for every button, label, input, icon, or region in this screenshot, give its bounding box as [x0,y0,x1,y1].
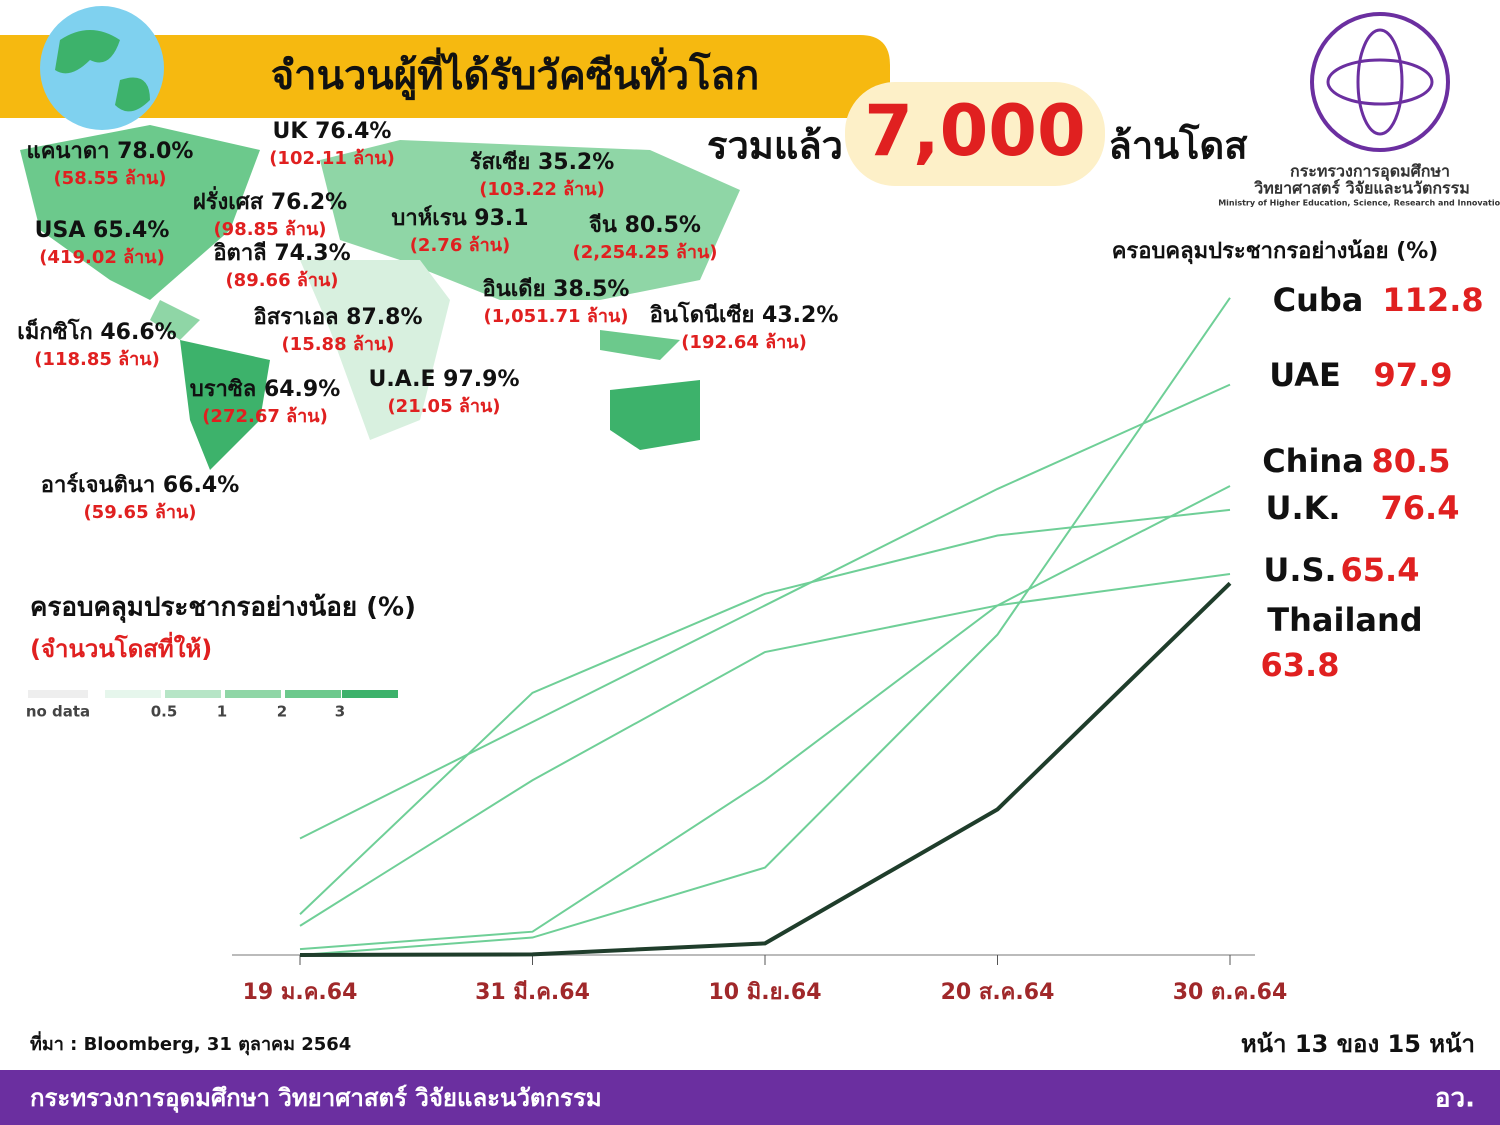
series-name: Cuba [1273,281,1364,319]
series-line [299,581,1232,957]
title-bar [0,35,890,118]
series-line [299,508,1231,915]
map-dose: (2,254.25 ล้าน) [573,242,718,263]
logo-text: Ministry of Higher Education, Science, R… [1218,199,1500,208]
map-dose: (2.76 ล้าน) [410,235,511,256]
chart-title: ครอบคลุมประชากรอย่างน้อย (%) [1112,239,1439,265]
source: ที่มา : Bloomberg, 31 ตุลาคม 2564 [30,1031,351,1056]
map-dose: (1,051.71 ล้าน) [484,306,629,327]
legend-label: 3 [335,703,345,721]
series-value: 65.4 [1341,551,1420,589]
total-suffix: ล้านโดส [1109,123,1249,168]
map-dose: (192.64 ล้าน) [681,332,807,353]
logo [1310,12,1450,152]
legend-label: no data [26,703,90,721]
map-dose: (59.65 ล้าน) [83,502,196,523]
globe-land [55,30,150,112]
footer-bar [0,1070,1500,1125]
title: จำนวนผู้ที่ได้รับวัคซีนทั่วโลก [271,47,760,100]
legend-subtitle: (จำนวนโดสที่ให้) [30,631,212,663]
legend-swatch [342,690,398,698]
map-dose: (21.05 ล้าน) [387,396,500,417]
map-label: UK 76.4% [273,119,392,144]
map-dose: (58.55 ล้าน) [53,168,166,189]
legend-label: 0.5 [151,703,178,721]
series-line [299,485,1231,951]
map-label: อาร์เจนตินา 66.4% [41,472,240,498]
map-dose: (15.88 ล้าน) [281,334,394,355]
x-tick-label: 30 ต.ค.64 [1173,980,1288,1005]
map-label: บาห์เรน 93.1 [391,205,528,231]
x-tick-label: 10 มิ.ย.64 [709,980,822,1005]
map-label: เม็กซิโก 46.6% [17,317,176,345]
legend-swatch [165,690,221,698]
map-label: ฝรั่งเศส 76.2% [193,185,347,215]
footer-abbr: อว. [1435,1084,1475,1114]
legend-label: 2 [277,703,287,721]
map-dose: (102.11 ล้าน) [269,148,395,169]
logo-text: กระทรวงการอุดมศึกษา [1290,162,1450,182]
indonesia [600,330,680,360]
series-name: China [1262,442,1364,480]
chart: 19 ม.ค.64 31 มี.ค.64 10 มิ.ย.64 20 ส.ค.64 30… [232,281,1484,1005]
series-value: 97.9 [1374,356,1453,394]
map-dose: (89.66 ล้าน) [225,270,338,291]
australia [610,380,700,450]
x-tick-label: 20 ส.ค.64 [941,980,1055,1005]
africa [300,260,450,440]
map-label: แคนาดา 78.0% [27,139,194,164]
total-badge [845,82,1105,186]
map-dose: (103.22 ล้าน) [479,179,605,200]
legend-label: 1 [217,703,227,721]
series-line [299,572,1231,927]
legend-swatch [105,690,161,698]
legend-swatch [28,690,88,698]
map-label: USA 65.4% [35,218,170,243]
legend: no data 0.5 1 2 3 [26,690,398,721]
series-name: U.S. [1263,551,1336,589]
footer-org: กระทรวงการอุดมศึกษา วิทยาศาสตร์ วิจัยและ… [30,1084,602,1114]
x-tick-label: 19 ม.ค.64 [243,980,358,1005]
map-label: อินเดีย 38.5% [483,277,630,302]
eurasia [320,140,740,300]
series-name: U.K. [1265,489,1340,527]
series-value: 76.4 [1381,489,1460,527]
series-value: 112.8 [1382,281,1483,319]
total: 7,000 [864,90,1085,172]
map-labels: แคนาดา 78.0% (58.55 ล้าน) UK 76.4% (102.11 … [17,119,838,523]
logo-text: วิทยาศาสตร์ วิจัยและนวัตกรรม [1253,179,1470,198]
central-america [150,300,200,340]
series-line [299,383,1231,840]
map-label: บราซิล 64.9% [190,377,341,402]
map-dose: (98.85 ล้าน) [213,219,326,240]
map [20,125,740,470]
map-label: อิสราเอล 87.8% [253,305,422,330]
logo-orbit [1326,58,1434,106]
series-name: UAE [1269,356,1341,394]
logo-orbit [1356,28,1404,136]
north-america [20,125,260,300]
map-label: จีน 80.5% [589,213,701,238]
map-dose: (118.85 ล้าน) [34,349,160,370]
legend-swatch [225,690,281,698]
legend-title: ครอบคลุมประชากรอย่างน้อย (%) [30,593,416,624]
map-label: U.A.E 97.9% [368,367,519,392]
series-name: Thailand [1267,601,1422,639]
series-value: 80.5 [1372,442,1451,480]
map-label: รัสเซีย 35.2% [470,150,615,175]
series-line [299,297,1231,956]
map-dose: (419.02 ล้าน) [39,247,165,268]
series-value: 63.8 [1261,646,1340,684]
map-dose: (272.67 ล้าน) [202,406,328,427]
total-prefix: รวมแล้ว [707,124,843,168]
map-label: อิตาลี 74.3% [213,241,350,266]
map-label: อินโดนีเซีย 43.2% [650,301,839,328]
legend-swatch [285,690,341,698]
south-america [180,340,270,470]
x-tick-label: 31 มี.ค.64 [475,980,590,1005]
page-number: หน้า 13 ของ 15 หน้า [1241,1030,1475,1058]
